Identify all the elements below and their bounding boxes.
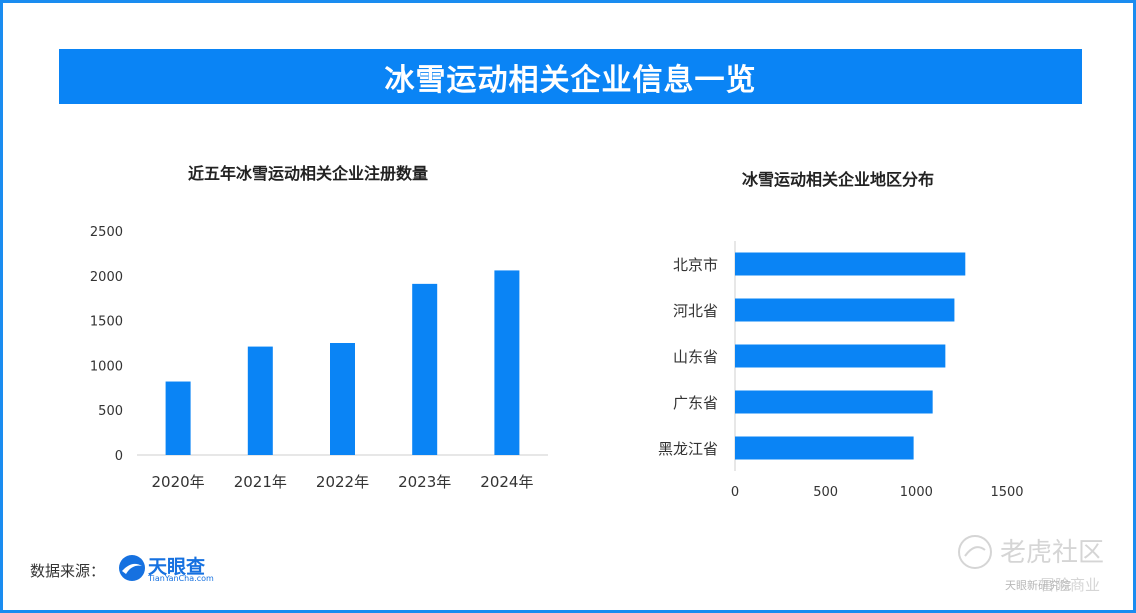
y-tick-label: 1500 bbox=[90, 315, 123, 330]
x-tick-label: 2020年 bbox=[152, 473, 205, 491]
bar bbox=[247, 346, 273, 455]
y-category-label: 广东省 bbox=[673, 394, 718, 412]
bar bbox=[735, 390, 933, 414]
bar bbox=[412, 283, 438, 455]
y-tick-label: 2500 bbox=[90, 225, 123, 240]
x-tick-label: 2021年 bbox=[234, 473, 287, 491]
watermark-subtext: 冒险商业 bbox=[1040, 576, 1101, 594]
tianyancha-icon bbox=[119, 555, 145, 581]
bar bbox=[735, 436, 914, 460]
tianyancha-logo: 天眼查 TianYanCha.com bbox=[118, 552, 218, 586]
watermark-brand: 天眼新研究院 bbox=[1005, 579, 1071, 592]
x-tick-label: 500 bbox=[813, 485, 838, 500]
bar bbox=[735, 344, 946, 368]
y-category-label: 黑龙江省 bbox=[658, 440, 718, 458]
y-category-label: 山东省 bbox=[673, 348, 718, 366]
x-tick-label: 2022年 bbox=[316, 473, 369, 491]
x-tick-label: 2024年 bbox=[480, 473, 533, 491]
y-tick-label: 0 bbox=[115, 449, 123, 464]
y-tick-label: 500 bbox=[98, 404, 123, 419]
x-tick-label: 0 bbox=[731, 485, 739, 500]
vertical-bar-chart: 0 500 1000 1500 2000 2500 2020年 2021年 2022年 2023年… bbox=[90, 225, 548, 491]
logo-url: TianYanCha.com bbox=[148, 574, 214, 583]
bar bbox=[735, 252, 966, 276]
logo-name: 天眼查 bbox=[148, 556, 206, 578]
y-tick-label: 2000 bbox=[90, 270, 123, 285]
page-title: 冰雪运动相关企业信息一览 bbox=[59, 49, 1082, 104]
x-tick-label: 1500 bbox=[990, 485, 1023, 500]
x-tick-label: 2023年 bbox=[398, 473, 451, 491]
watermark: 老虎社区 冒险商业 天眼新研究院 bbox=[955, 530, 1125, 600]
y-category-label: 河北省 bbox=[673, 302, 718, 320]
x-tick-label: 1000 bbox=[900, 485, 933, 500]
watermark-text: 老虎社区 bbox=[1000, 538, 1105, 568]
bar bbox=[330, 343, 355, 455]
y-category-label: 北京市 bbox=[673, 256, 718, 274]
watermark-icon bbox=[958, 535, 992, 569]
bar bbox=[165, 381, 191, 455]
source-label: 数据来源： bbox=[30, 562, 106, 580]
bar bbox=[735, 298, 955, 322]
right-chart-title: 冰雪运动相关企业地区分布 bbox=[742, 170, 935, 189]
left-chart-title: 近五年冰雪运动相关企业注册数量 bbox=[188, 164, 429, 183]
bar bbox=[494, 270, 520, 455]
y-tick-label: 1000 bbox=[90, 359, 123, 374]
